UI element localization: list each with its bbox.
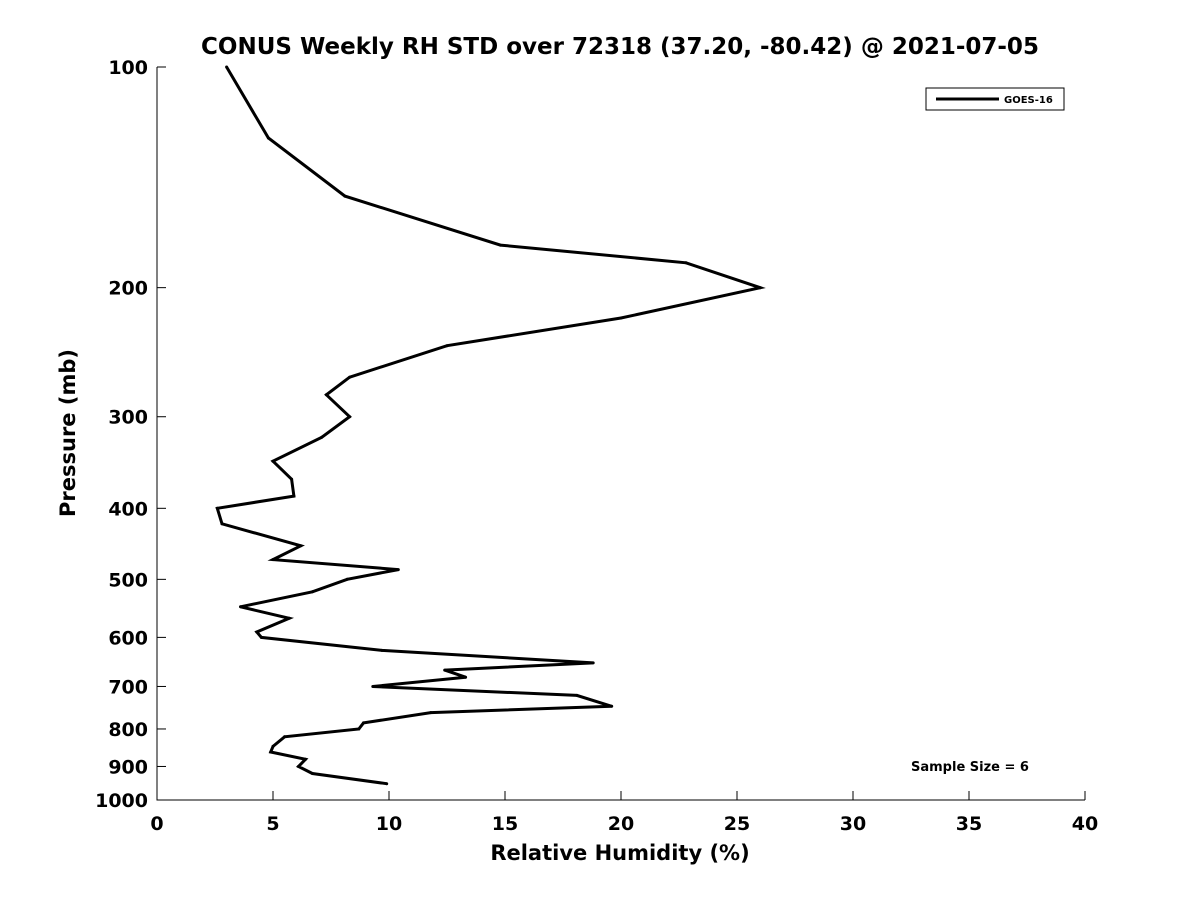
data-point xyxy=(343,194,347,198)
data-point xyxy=(348,415,352,419)
x-tick-label: 0 xyxy=(150,813,163,835)
data-point xyxy=(445,344,449,348)
data-point xyxy=(255,630,259,634)
data-point xyxy=(220,522,224,526)
data-point xyxy=(362,721,365,725)
data-point xyxy=(297,765,300,768)
data-point xyxy=(287,616,291,620)
data-point xyxy=(292,494,296,498)
x-tick-label: 5 xyxy=(266,813,279,835)
data-point xyxy=(371,685,375,688)
data-point xyxy=(443,668,447,672)
x-tick-label: 10 xyxy=(376,813,402,835)
data-point xyxy=(269,750,273,754)
x-tick-label: 20 xyxy=(608,813,634,835)
x-tick-label: 30 xyxy=(840,813,866,835)
y-tick-label: 1000 xyxy=(95,790,148,812)
y-tick-label: 600 xyxy=(108,627,148,649)
data-point xyxy=(271,459,275,463)
data-point xyxy=(345,577,349,581)
data-point xyxy=(259,635,263,639)
data-point xyxy=(348,375,352,379)
data-point xyxy=(684,261,688,265)
legend-label: GOES-16 xyxy=(1004,95,1053,106)
data-point xyxy=(464,675,468,679)
chart-title: CONUS Weekly RH STD over 72318 (37.20, -… xyxy=(201,34,1039,60)
y-axis-label: Pressure (mb) xyxy=(56,349,80,517)
x-tick-label: 35 xyxy=(956,813,982,835)
y-tick-label: 500 xyxy=(108,569,148,591)
data-point xyxy=(429,711,433,715)
data-point xyxy=(324,393,328,397)
x-axis: 0 5 10 15 20 25 30 35 40 xyxy=(150,791,1098,835)
y-tick-label: 800 xyxy=(108,719,148,741)
x-tick-label: 40 xyxy=(1072,813,1098,835)
data-point xyxy=(310,772,314,775)
data-point xyxy=(310,590,314,594)
x-tick-label: 15 xyxy=(492,813,518,835)
y-tick-label: 700 xyxy=(108,676,148,698)
data-point xyxy=(266,136,270,140)
data-point xyxy=(239,605,242,609)
y-tick-label: 300 xyxy=(108,407,148,429)
y-tick-label: 100 xyxy=(108,57,148,79)
data-point xyxy=(619,316,623,320)
data-point xyxy=(290,477,294,481)
data-point xyxy=(304,757,307,761)
x-tick-label: 25 xyxy=(724,813,750,835)
y-axis: 100 200 300 400 500 600 700 800 900 1000 xyxy=(95,57,166,812)
data-point xyxy=(320,435,324,439)
data-point xyxy=(575,693,579,697)
data-point xyxy=(271,744,275,748)
data-point xyxy=(380,648,384,652)
data-point xyxy=(299,544,303,548)
series-points xyxy=(215,65,762,786)
data-point xyxy=(498,243,502,247)
sample-size-annotation: Sample Size = 6 xyxy=(911,760,1029,775)
y-tick-label: 200 xyxy=(108,278,148,300)
legend: GOES-16 xyxy=(925,87,1065,111)
y-tick-label: 900 xyxy=(108,756,148,778)
data-point xyxy=(283,735,287,739)
data-point xyxy=(591,661,595,665)
data-point xyxy=(758,286,762,290)
data-point xyxy=(396,568,400,572)
y-tick-label: 400 xyxy=(108,498,148,520)
data-point xyxy=(610,704,614,708)
data-point xyxy=(357,727,361,731)
x-axis-label: Relative Humidity (%) xyxy=(490,841,749,865)
data-point xyxy=(271,558,275,562)
data-point xyxy=(385,782,389,786)
data-point xyxy=(225,65,229,69)
data-point xyxy=(215,506,219,510)
